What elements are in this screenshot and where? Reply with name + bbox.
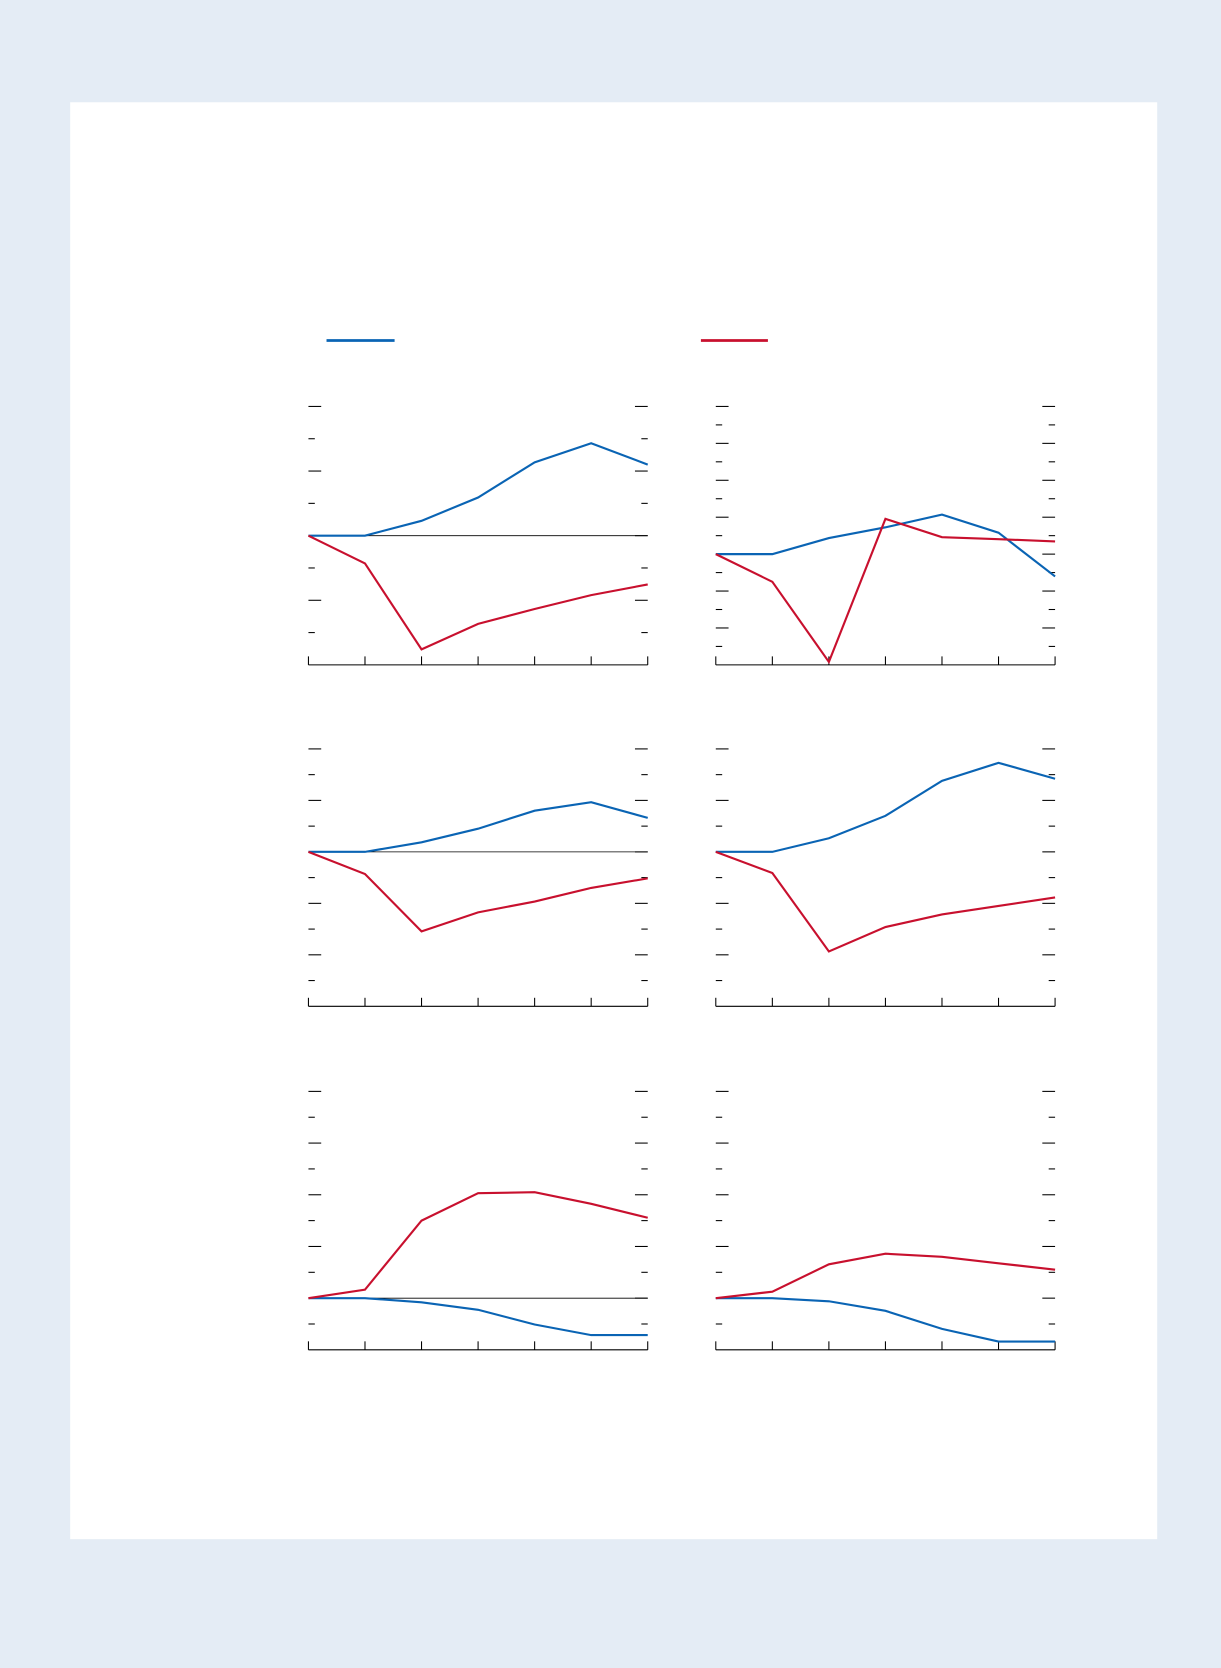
- series-line: [308, 1297, 648, 1337]
- series-line: [715, 850, 1056, 953]
- panel: [70, 102, 1158, 1540]
- series-line: [715, 517, 1056, 665]
- series-line: [715, 1297, 1056, 1343]
- series-line: [308, 1191, 648, 1300]
- series-line: [715, 513, 1056, 578]
- series-line: [307, 534, 648, 651]
- series-line: [715, 1252, 1056, 1300]
- series-line: [308, 850, 648, 933]
- series-line: [715, 761, 1056, 853]
- series-line: [308, 801, 649, 853]
- series-line: [308, 442, 649, 537]
